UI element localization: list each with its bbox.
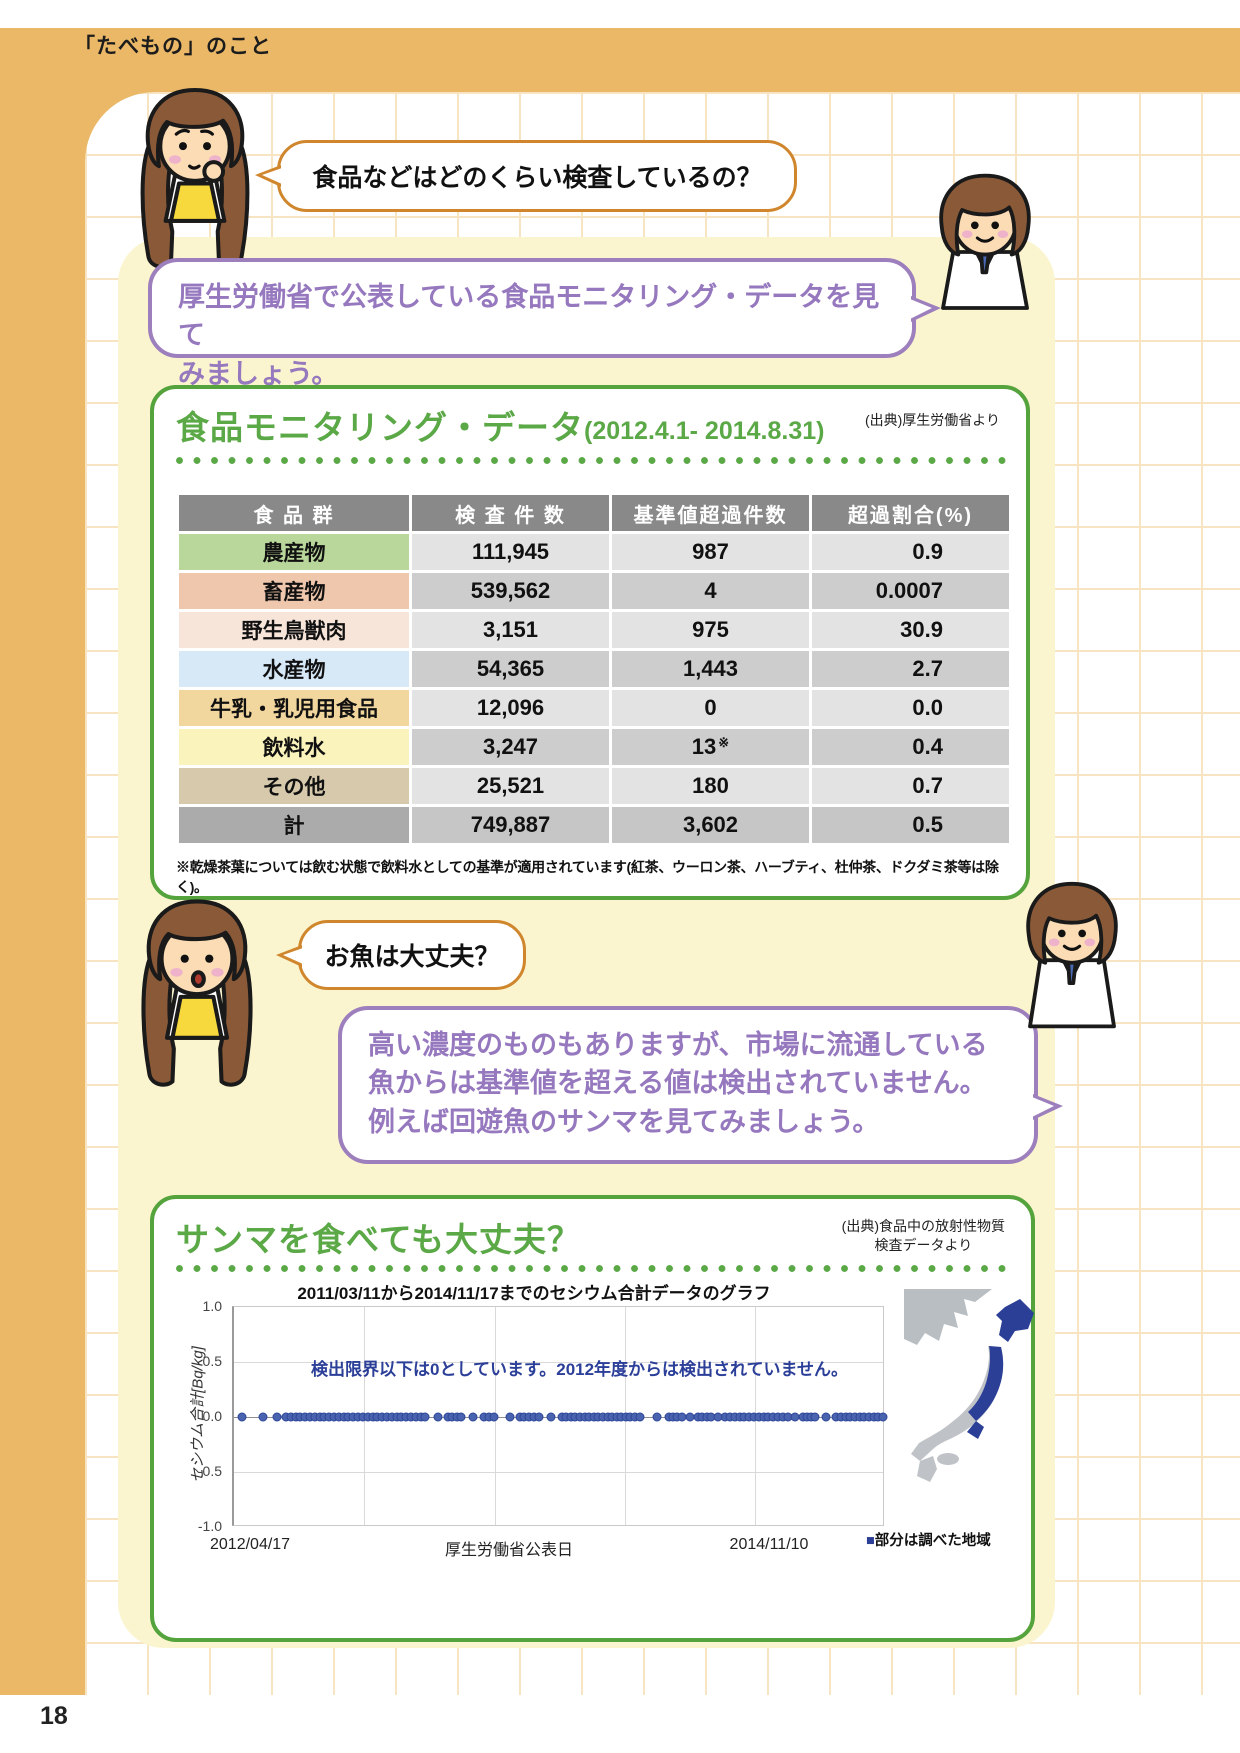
col-header-rate: 超過割合(%) <box>812 495 1009 531</box>
monitoring-title: 食品モニタリング・データ <box>176 409 584 446</box>
footnote-marker: ※ <box>718 735 730 750</box>
data-point <box>489 1412 499 1422</box>
table-footnote: ※乾燥茶葉については飲む状態で飲料水としての基準が適用されています(紅茶、ウーロ… <box>176 859 999 895</box>
x-end-label: 2014/11/10 <box>729 1536 809 1553</box>
shikoku-shape <box>937 1453 959 1465</box>
data-point <box>790 1412 800 1422</box>
page-header: 「たべもの」のこと <box>74 35 272 58</box>
bubble-tail <box>262 168 282 184</box>
question-bubble-1-text: 食品などはどのくらい検査しているの？ <box>312 164 762 192</box>
answer-bubble-2: 高い濃度のものもありますが、市場に流通している 魚からは基準値を超える値は検出さ… <box>338 1006 1063 1164</box>
col-header-food-group: 食 品 群 <box>179 495 409 531</box>
page-number: 18 <box>40 1702 68 1730</box>
monitoring-period: (2012.4.1- 2014.8.31) <box>584 417 825 445</box>
bubble-tail <box>910 299 932 319</box>
sanma-title: サンマを食べても大丈夫？ <box>176 1221 582 1258</box>
col-header-tested: 検 査 件 数 <box>412 495 609 531</box>
data-point <box>433 1412 443 1422</box>
japan-map <box>904 1289 1034 1482</box>
monitoring-data-box: 食品モニタリング・データ(2012.4.1- 2014.8.31) (出典)厚生… <box>150 385 1030 900</box>
continent-shape <box>904 1289 992 1345</box>
question-bubble-2-text: お魚は大丈夫？ <box>324 943 500 971</box>
chart-annotation: 検出限界以下は0としています。2012年度からは検出されていません。 <box>311 1360 849 1379</box>
hokkaido-surveyed-region <box>996 1299 1034 1342</box>
girl-character-icon <box>141 899 253 1087</box>
kyushu-shape <box>917 1456 937 1482</box>
data-point <box>810 1412 820 1422</box>
chart-title: 2011/03/11から2014/11/17までのセシウム合計データのグラフ <box>297 1284 771 1303</box>
data-point <box>685 1412 695 1422</box>
gridline <box>234 1472 883 1473</box>
answer-bubble-2-line3: 例えば回遊魚のサンマを見てみましょう。 <box>368 1106 880 1137</box>
kanto-surveyed-region <box>967 1421 984 1439</box>
tohoku-surveyed-region <box>968 1346 1004 1421</box>
data-point <box>878 1412 888 1422</box>
bubble-tail <box>283 948 303 964</box>
blue-square-icon: ■ <box>866 1533 875 1549</box>
y-tick: -1.0 <box>197 1518 222 1534</box>
sanma-source-line1: (出典)食品中の放射性物質 <box>841 1218 1005 1234</box>
data-point <box>272 1412 282 1422</box>
sanma-chart-box: サンマを食べても大丈夫？ (出典)食品中の放射性物質 検査データより 2011/… <box>150 1195 1035 1642</box>
data-point <box>652 1412 662 1422</box>
data-point <box>635 1412 645 1422</box>
data-point <box>713 1412 722 1422</box>
data-point <box>258 1412 268 1422</box>
data-point <box>237 1412 247 1422</box>
answer-bubble-2-line1: 高い濃度のものもありますが、市場に流通している <box>368 1030 988 1060</box>
scatter-plot: 検出限界以下は0としています。2012年度からは検出されていません。 <box>232 1306 888 1526</box>
answer-bubble-1-line1: 厚生労働省で公表している食品モニタリング・データを見て <box>178 282 880 351</box>
bubble-tail <box>1032 1097 1054 1117</box>
y-tick: 0.5 <box>202 1353 222 1369</box>
x-start-label: 2012/04/17 <box>210 1536 291 1553</box>
y-tick: 1.0 <box>202 1298 222 1314</box>
question-bubble-2: お魚は大丈夫？ <box>276 920 526 990</box>
data-point <box>546 1412 556 1422</box>
data-point <box>505 1412 515 1422</box>
map-caption: ■部分は調べた地域 <box>866 1533 991 1549</box>
col-header-exceeded: 基準値超過件数 <box>612 495 809 531</box>
answer-bubble-1: 厚生労働省で公表している食品モニタリング・データを見て みましょう。 <box>148 258 941 389</box>
data-point <box>420 1412 430 1422</box>
data-point <box>468 1412 478 1422</box>
data-point <box>534 1412 544 1422</box>
answer-bubble-1-line2: みましょう。 <box>178 358 339 389</box>
gridline <box>234 1362 883 1363</box>
sanma-source-line2: 検査データより <box>874 1236 973 1253</box>
dotted-divider <box>176 457 1012 464</box>
doctor-character-icon <box>1026 881 1118 1029</box>
monitoring-table: 食 品 群 検 査 件 数 基準値超過件数 超過割合(%) 農産物 111,94… <box>179 495 1009 843</box>
data-point <box>456 1412 466 1422</box>
monitoring-source: (出典)厚生労働省より <box>864 412 1000 428</box>
doctor-character-icon <box>939 173 1031 310</box>
y-tick: -0.5 <box>197 1463 222 1479</box>
x-axis-label: 厚生労働省公表日 <box>444 1542 573 1559</box>
question-bubble-1: 食品などはどのくらい検査しているの？ <box>255 140 797 212</box>
answer-bubble-2-line2: 魚からは基準値を超える値は検出されていません。 <box>368 1068 987 1099</box>
y-tick: 0.0 <box>202 1408 222 1424</box>
girl-character-icon <box>140 88 250 269</box>
dotted-divider <box>176 1265 1016 1272</box>
data-point <box>821 1412 831 1422</box>
